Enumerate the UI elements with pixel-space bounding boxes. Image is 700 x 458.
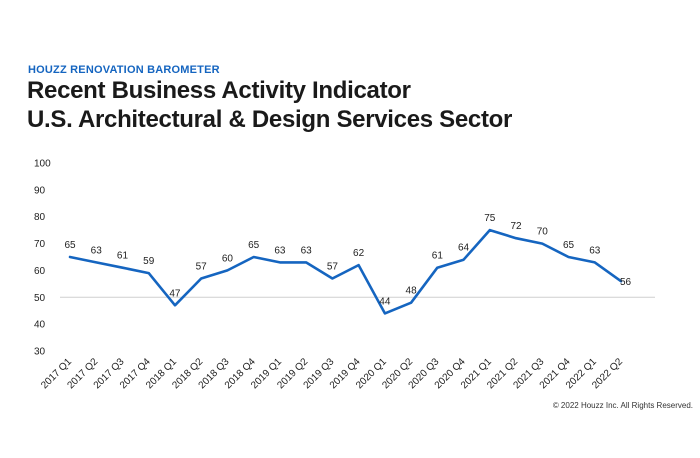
data-label: 56 <box>620 277 632 288</box>
data-label: 65 <box>563 240 575 251</box>
data-label: 63 <box>274 245 286 256</box>
y-tick-label: 60 <box>34 266 46 277</box>
data-label: 72 <box>510 221 522 232</box>
data-label: 59 <box>143 256 155 267</box>
data-label: 44 <box>379 296 391 307</box>
data-label: 65 <box>248 240 260 251</box>
chart-title-line-1: Recent Business Activity Indicator <box>27 77 411 104</box>
series-line <box>68 228 623 315</box>
y-tick-label: 30 <box>34 347 46 358</box>
chart-kicker: HOUZZ RENOVATION BAROMETER <box>28 64 220 76</box>
data-label: 57 <box>327 261 339 272</box>
y-tick-label: 40 <box>34 320 46 331</box>
y-tick-label: 100 <box>34 159 51 170</box>
chart-title: Recent Business Activity Indicator U.S. … <box>27 76 512 134</box>
data-label: 63 <box>589 245 601 256</box>
y-tick-label: 70 <box>34 239 46 250</box>
data-label: 62 <box>353 248 365 259</box>
data-label: 64 <box>458 243 470 254</box>
data-label: 60 <box>222 253 234 264</box>
data-label: 63 <box>301 245 313 256</box>
y-tick-label: 90 <box>34 185 46 196</box>
data-label: 57 <box>196 261 208 272</box>
y-tick-label: 80 <box>34 212 46 223</box>
data-label: 70 <box>537 227 549 238</box>
data-label: 61 <box>432 251 444 262</box>
data-label: 75 <box>484 213 496 224</box>
data-label: 47 <box>169 288 181 299</box>
data-label: 48 <box>406 286 418 297</box>
data-label: 61 <box>117 251 129 262</box>
copyright-notice: © 2022 Houzz Inc. All Rights Reserved. <box>552 401 693 410</box>
data-label: 65 <box>64 240 76 251</box>
chart-title-line-2: U.S. Architectural & Design Services Sec… <box>27 106 513 133</box>
y-tick-label: 50 <box>34 293 46 304</box>
data-label: 63 <box>91 245 103 256</box>
